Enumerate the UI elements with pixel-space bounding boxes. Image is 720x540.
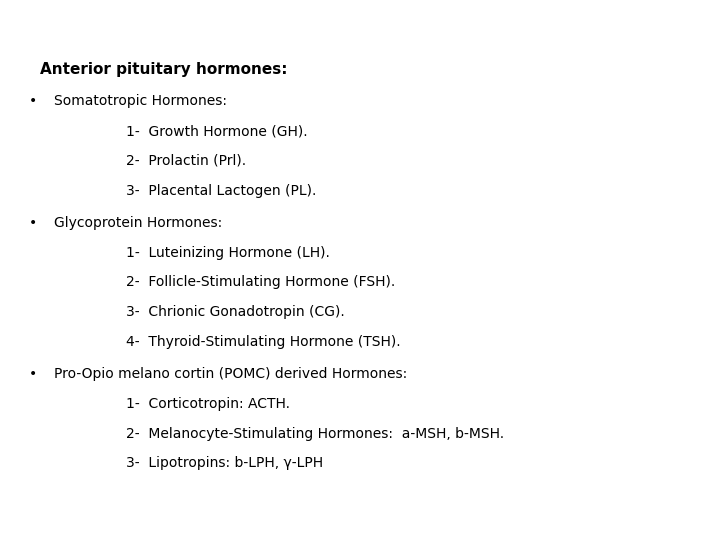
Text: Glycoprotein Hormones:: Glycoprotein Hormones: (54, 216, 222, 230)
Text: 4-  Thyroid-Stimulating Hormone (TSH).: 4- Thyroid-Stimulating Hormone (TSH). (126, 335, 400, 349)
Text: Anterior pituitary hormones:: Anterior pituitary hormones: (40, 62, 287, 77)
Text: 2-  Melanocyte-Stimulating Hormones:  a-MSH, b-MSH.: 2- Melanocyte-Stimulating Hormones: a-MS… (126, 427, 504, 441)
Text: 1-  Growth Hormone (GH).: 1- Growth Hormone (GH). (126, 124, 307, 138)
Text: 3-  Placental Lactogen (PL).: 3- Placental Lactogen (PL). (126, 184, 316, 198)
Text: Somatotropic Hormones:: Somatotropic Hormones: (54, 94, 227, 109)
Text: 1-  Corticotropin: ACTH.: 1- Corticotropin: ACTH. (126, 397, 290, 411)
Text: 2-  Prolactin (Prl).: 2- Prolactin (Prl). (126, 154, 246, 168)
Text: 3-  Lipotropins: b-LPH, γ-LPH: 3- Lipotropins: b-LPH, γ-LPH (126, 456, 323, 470)
Text: •: • (29, 367, 37, 381)
Text: Pro-Opio melano cortin (POMC) derived Hormones:: Pro-Opio melano cortin (POMC) derived Ho… (54, 367, 408, 381)
Text: 2-  Follicle-Stimulating Hormone (FSH).: 2- Follicle-Stimulating Hormone (FSH). (126, 275, 395, 289)
Text: 1-  Luteinizing Hormone (LH).: 1- Luteinizing Hormone (LH). (126, 246, 330, 260)
Text: 3-  Chrionic Gonadotropin (CG).: 3- Chrionic Gonadotropin (CG). (126, 305, 345, 319)
Text: •: • (29, 216, 37, 230)
Text: •: • (29, 94, 37, 109)
